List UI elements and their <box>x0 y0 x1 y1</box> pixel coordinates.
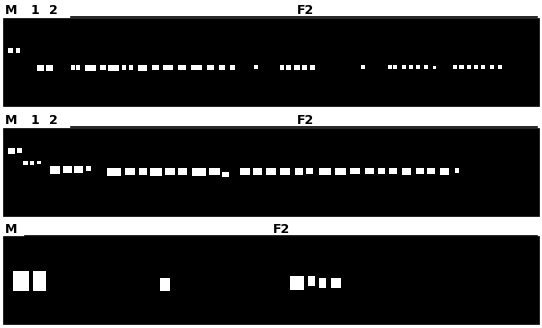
Bar <box>37 161 41 164</box>
Bar <box>286 65 291 70</box>
Bar <box>481 65 485 69</box>
Bar <box>302 65 307 70</box>
Bar <box>192 168 206 176</box>
Bar <box>455 168 459 173</box>
Bar <box>253 168 262 175</box>
Bar <box>440 168 449 175</box>
Text: F2: F2 <box>296 4 314 17</box>
Bar <box>310 65 315 70</box>
Bar <box>424 65 428 69</box>
Bar <box>207 65 214 70</box>
Bar <box>165 168 175 175</box>
Bar <box>388 65 392 69</box>
Bar <box>30 161 34 165</box>
Bar <box>219 65 225 70</box>
Bar <box>33 271 46 291</box>
Bar <box>191 65 202 70</box>
Bar <box>50 166 60 174</box>
Bar <box>139 168 147 175</box>
Bar <box>306 168 313 174</box>
Bar <box>498 65 502 69</box>
Text: 1: 1 <box>31 4 40 17</box>
Bar <box>74 166 83 173</box>
Bar <box>3 128 539 216</box>
Bar <box>85 65 96 71</box>
Bar <box>453 65 457 69</box>
Bar <box>467 65 471 69</box>
Bar <box>71 65 75 70</box>
Bar <box>335 168 346 175</box>
Bar <box>46 65 53 71</box>
Bar <box>416 168 424 174</box>
Bar <box>240 168 250 175</box>
Bar <box>150 168 162 176</box>
Bar <box>138 65 147 71</box>
Bar <box>23 161 28 165</box>
Bar <box>178 65 186 70</box>
Bar <box>13 271 29 291</box>
Bar <box>378 168 385 174</box>
Bar <box>160 278 170 291</box>
Bar <box>108 65 119 71</box>
Text: M: M <box>5 4 17 17</box>
Bar <box>365 168 374 174</box>
Bar <box>490 65 494 69</box>
Bar <box>402 168 411 175</box>
Bar <box>230 65 235 70</box>
Bar <box>319 278 326 288</box>
Bar <box>474 65 478 69</box>
Bar <box>8 48 13 53</box>
Bar <box>129 65 133 70</box>
Bar <box>331 278 341 288</box>
Bar <box>76 65 80 70</box>
Bar <box>163 65 173 70</box>
Bar <box>63 166 72 173</box>
Bar <box>3 18 539 106</box>
Bar <box>266 168 276 175</box>
Text: M: M <box>5 114 17 127</box>
Bar <box>280 65 284 70</box>
Bar <box>433 66 436 69</box>
Bar <box>178 168 187 175</box>
Text: 2: 2 <box>49 4 58 17</box>
Bar <box>280 168 290 175</box>
Bar <box>16 48 20 53</box>
Bar <box>409 65 413 69</box>
Text: F2: F2 <box>296 114 314 127</box>
Bar <box>254 65 258 69</box>
Bar <box>319 168 331 175</box>
Bar <box>107 168 121 176</box>
Bar <box>393 65 397 69</box>
Bar <box>100 65 106 70</box>
Bar <box>361 65 365 69</box>
Bar <box>350 168 360 174</box>
Text: 2: 2 <box>49 114 58 127</box>
Bar <box>295 168 303 175</box>
Bar <box>3 236 539 324</box>
Text: M: M <box>5 223 17 236</box>
Bar <box>402 65 406 69</box>
Bar <box>152 65 159 70</box>
Bar <box>17 148 22 153</box>
Bar <box>427 168 435 174</box>
Bar <box>459 65 464 69</box>
Bar <box>416 65 420 69</box>
Bar <box>209 168 220 175</box>
Bar <box>290 276 304 290</box>
Bar <box>389 168 397 174</box>
Text: F2: F2 <box>273 223 291 236</box>
Bar <box>86 166 91 171</box>
Bar <box>222 172 229 177</box>
Bar <box>308 276 315 286</box>
Bar <box>294 65 300 70</box>
Text: 1: 1 <box>31 114 40 127</box>
Bar <box>37 65 44 71</box>
Bar <box>122 65 126 70</box>
Bar <box>125 168 135 175</box>
Bar <box>8 148 15 154</box>
